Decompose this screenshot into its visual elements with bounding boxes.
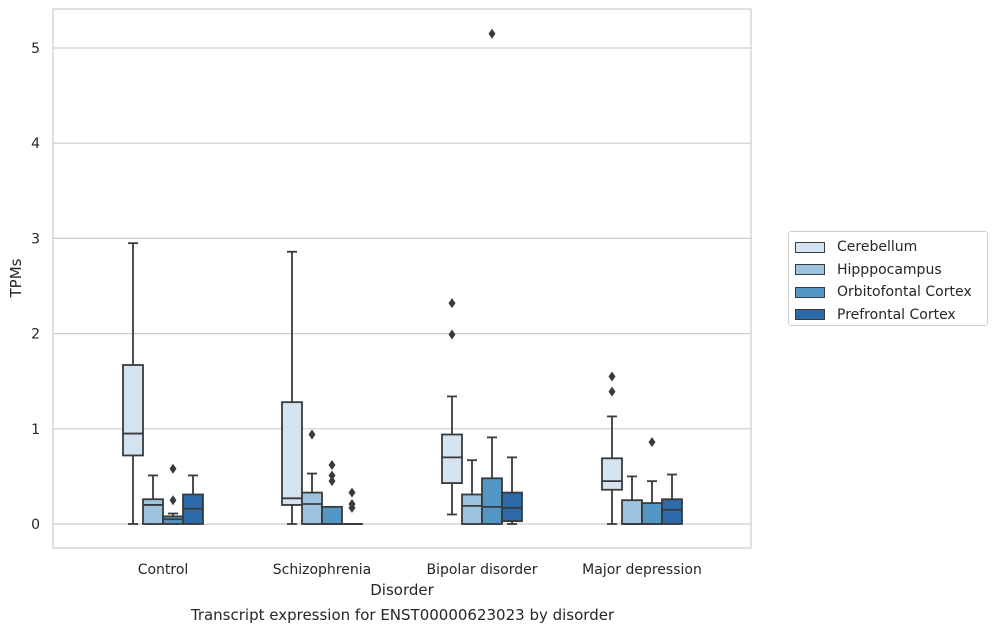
y-tick-label: 1 (31, 422, 40, 438)
x-axis-label: Disorder (370, 581, 434, 599)
iqr-box (661, 498, 683, 525)
box-cerebellum (122, 242, 144, 525)
outlier-point (348, 499, 356, 510)
box-cerebellum (441, 298, 463, 516)
box-hipppocampus (621, 475, 643, 525)
iqr-box (321, 505, 343, 525)
box-orbitofontal-cortex (321, 459, 343, 525)
outlier-point (328, 476, 336, 487)
box-orbitofontal-cortex (641, 437, 663, 525)
box-orbitofontal-cortex (481, 28, 503, 525)
iqr-box (501, 491, 523, 523)
iqr-box (441, 433, 463, 484)
y-tick-label: 2 (31, 327, 40, 343)
outlier-point (608, 386, 616, 397)
iqr-box (621, 499, 643, 525)
x-tick-label: Major depression (582, 562, 702, 578)
iqr-box (142, 498, 164, 525)
box-prefrontal-cortex (501, 456, 523, 525)
x-tick-label: Schizophrenia (273, 562, 371, 578)
legend-swatch (795, 264, 825, 276)
y-tick-label: 5 (31, 41, 40, 57)
outlier-point (308, 429, 316, 440)
legend-item-cerebellum: Cerebellum (795, 236, 987, 259)
outlier-point (348, 487, 356, 498)
legend-swatch (795, 241, 825, 253)
outlier-point (328, 470, 336, 481)
iqr-box (461, 493, 483, 525)
plot-frame (52, 8, 752, 549)
iqr-box (301, 491, 323, 525)
x-tick-label: Bipolar disorder (426, 562, 537, 578)
box-orbitofontal-cortex (162, 463, 184, 525)
legend: Cerebellum Hipppocampus Orbitofontal Cor… (788, 231, 988, 326)
outlier-point (328, 459, 336, 470)
outlier-point (448, 329, 456, 340)
legend-item-orbitofrontal: Orbitofontal Cortex (795, 281, 987, 304)
box-cerebellum (281, 250, 303, 525)
box-hipppocampus (142, 474, 164, 525)
y-axis-label: TPMs (7, 258, 25, 298)
outlier-point (169, 463, 177, 474)
legend-label: Cerebellum (837, 239, 918, 256)
iqr-box (122, 364, 144, 457)
legend-label: Prefrontal Cortex (837, 306, 956, 323)
box-cerebellum (601, 371, 623, 525)
grid-lines (53, 47, 751, 525)
legend-swatch (795, 309, 825, 321)
box-prefrontal-cortex (661, 473, 683, 525)
y-tick-label: 0 (31, 517, 40, 533)
iqr-box (641, 502, 663, 525)
outlier-point (608, 371, 616, 382)
y-tick-label: 3 (31, 231, 40, 247)
legend-label: Hipppocampus (837, 261, 942, 278)
iqr-box (162, 515, 184, 525)
x-axis-ticks: Control Schizophrenia Bipolar disorder Majo… (138, 562, 702, 578)
outlier-point (648, 437, 656, 448)
box-hipppocampus (301, 429, 323, 525)
outlier-point (488, 28, 496, 39)
iqr-box (481, 477, 503, 525)
box-prefrontal-cortex (182, 474, 204, 525)
legend-item-hippocampus: Hipppocampus (795, 259, 987, 282)
outlier-point (169, 495, 177, 506)
box-hipppocampus (461, 459, 483, 525)
outlier-point (448, 298, 456, 309)
y-axis-ticks: 0 1 2 3 4 5 (31, 41, 40, 533)
legend-swatch (795, 286, 825, 298)
legend-item-prefrontal: Prefrontal Cortex (795, 304, 987, 327)
x-tick-label: Control (138, 562, 189, 578)
iqr-box (601, 457, 623, 491)
box-series (122, 28, 683, 525)
iqr-box (281, 401, 303, 506)
box-prefrontal-cortex (341, 487, 363, 525)
legend-label: Orbitofontal Cortex (837, 284, 972, 301)
chart-caption: Transcript expression for ENST0000062302… (190, 606, 615, 624)
y-tick-label: 4 (31, 136, 40, 152)
